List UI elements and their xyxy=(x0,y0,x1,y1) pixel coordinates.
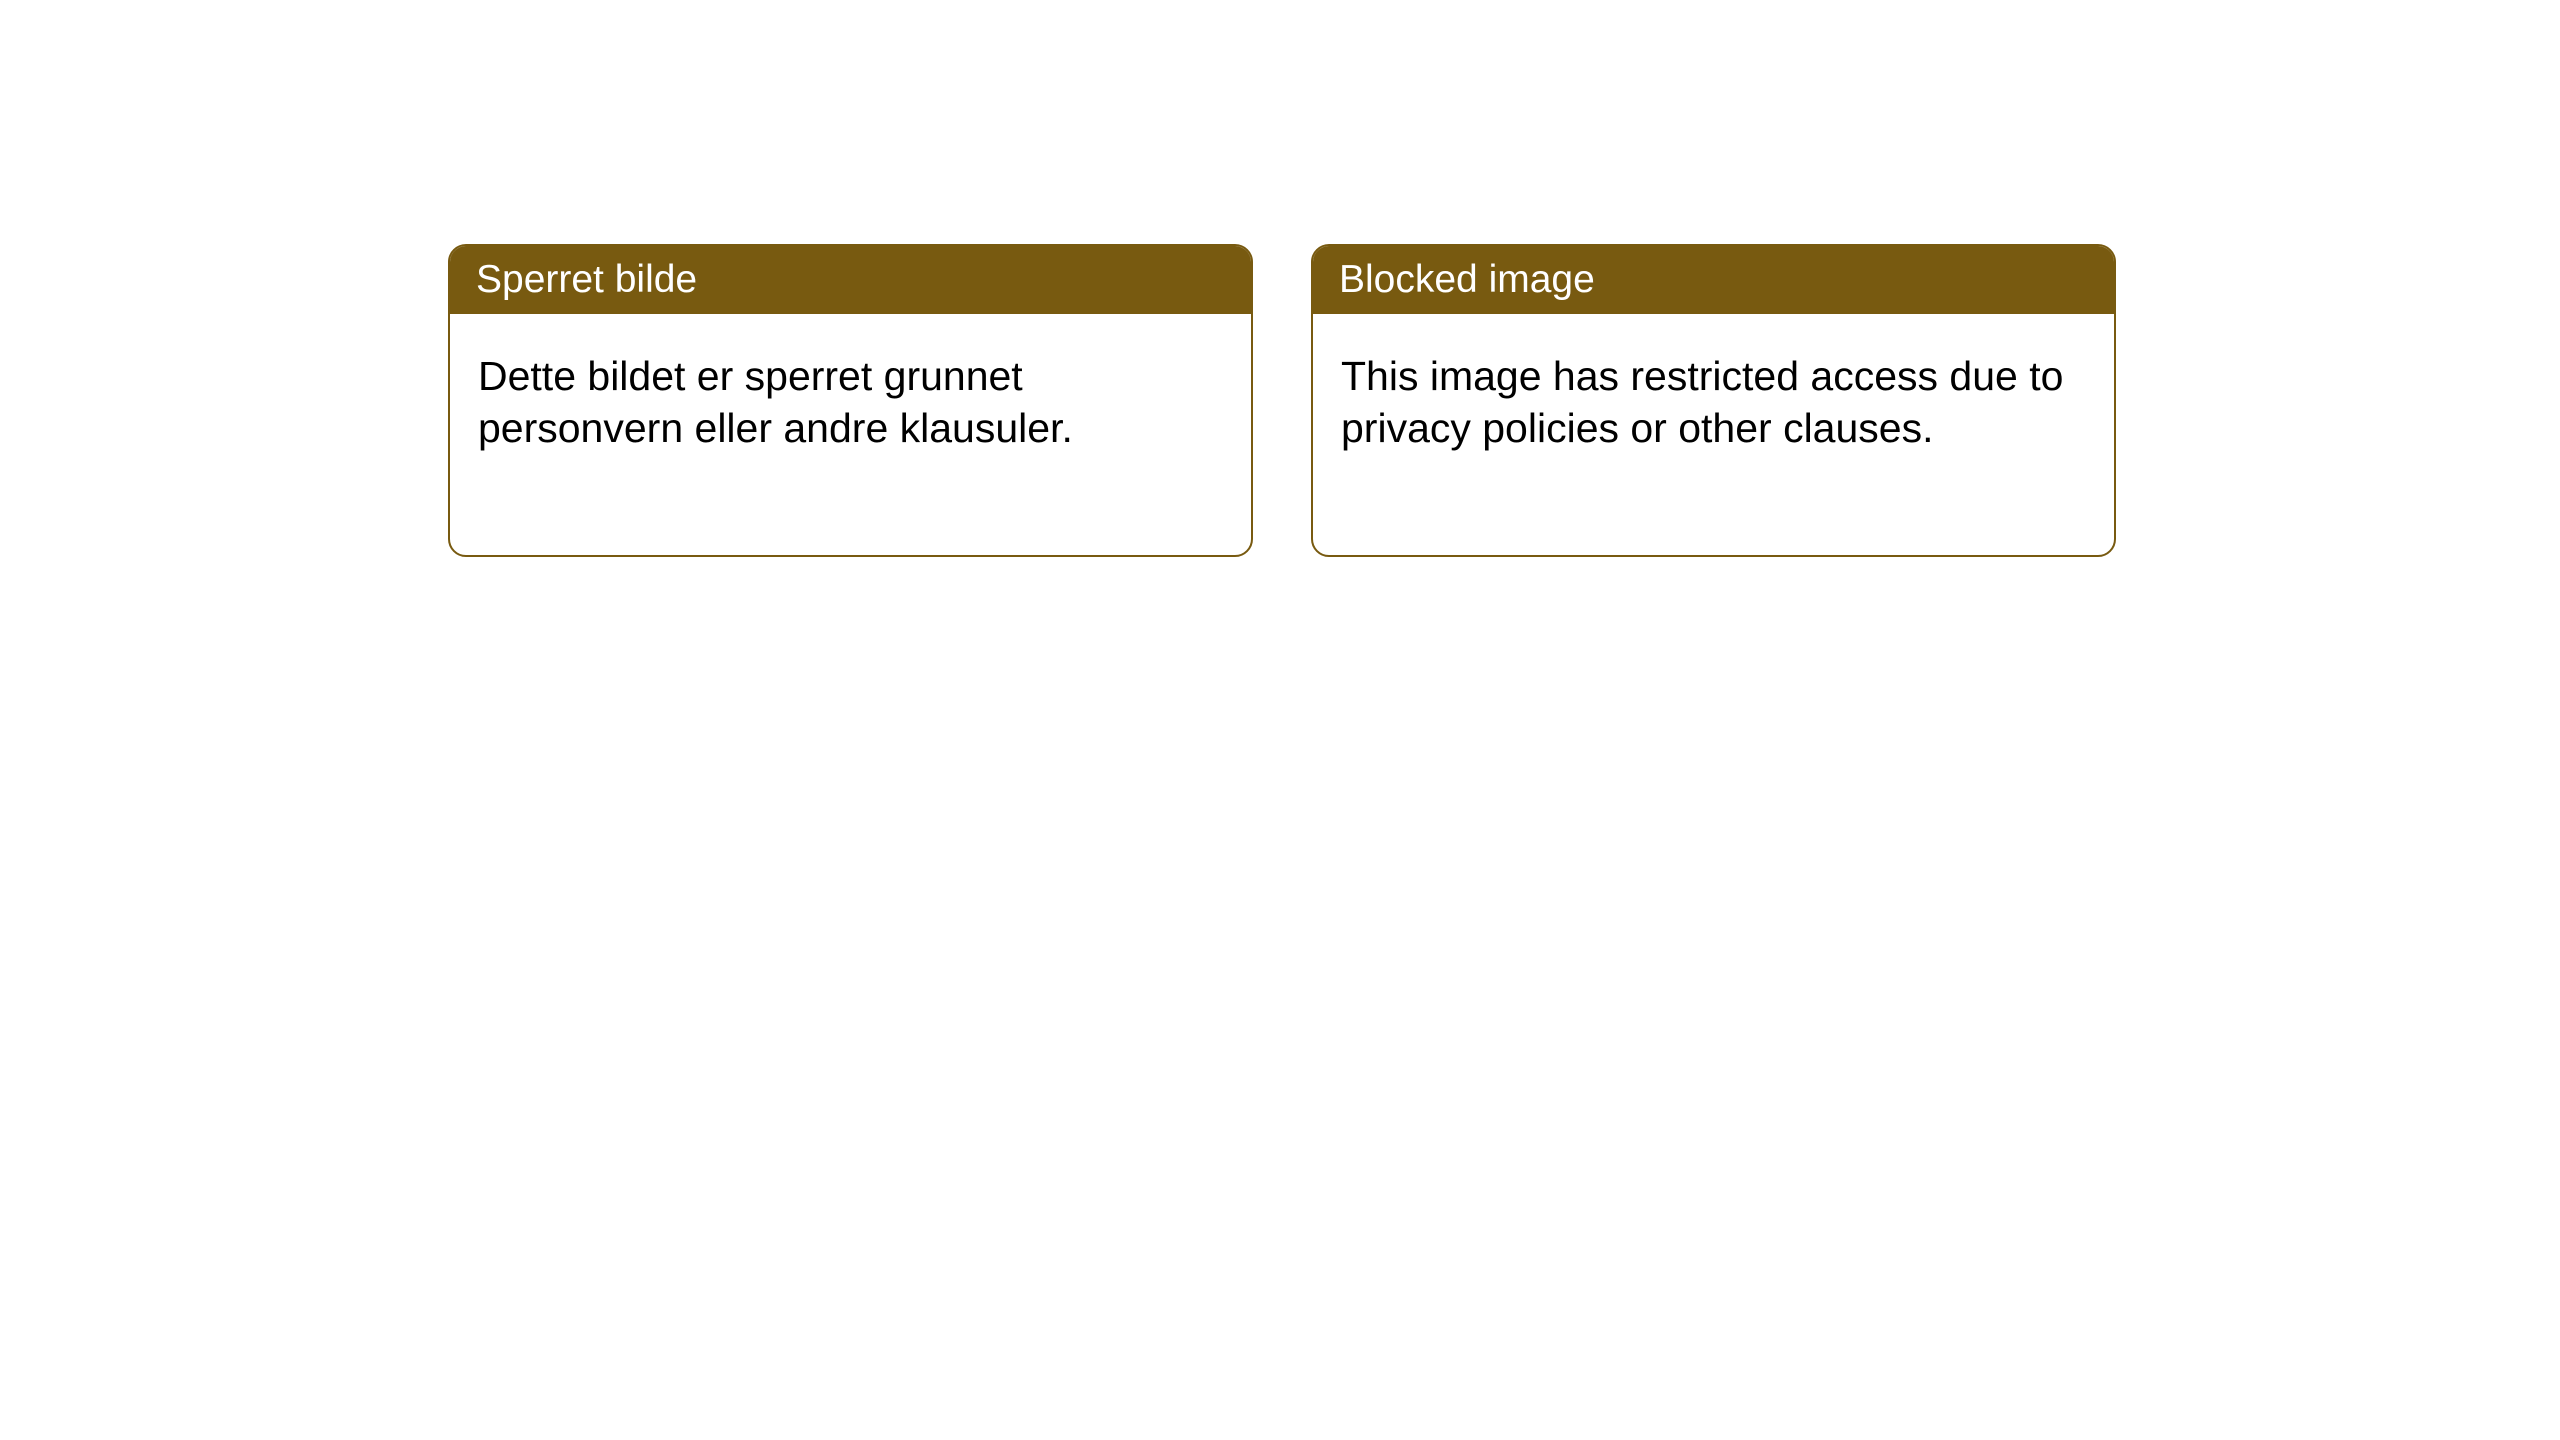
card-title: Sperret bilde xyxy=(476,258,697,301)
notice-cards-container: Sperret bilde Dette bildet er sperret gr… xyxy=(0,0,2560,557)
notice-card-norwegian: Sperret bilde Dette bildet er sperret gr… xyxy=(448,244,1253,557)
card-body: Dette bildet er sperret grunnet personve… xyxy=(450,314,1251,555)
card-header: Sperret bilde xyxy=(450,246,1251,314)
card-header: Blocked image xyxy=(1313,246,2114,314)
card-body-text: This image has restricted access due to … xyxy=(1341,353,2063,451)
notice-card-english: Blocked image This image has restricted … xyxy=(1311,244,2116,557)
card-body: This image has restricted access due to … xyxy=(1313,314,2114,555)
card-body-text: Dette bildet er sperret grunnet personve… xyxy=(478,353,1073,451)
card-title: Blocked image xyxy=(1339,258,1595,301)
